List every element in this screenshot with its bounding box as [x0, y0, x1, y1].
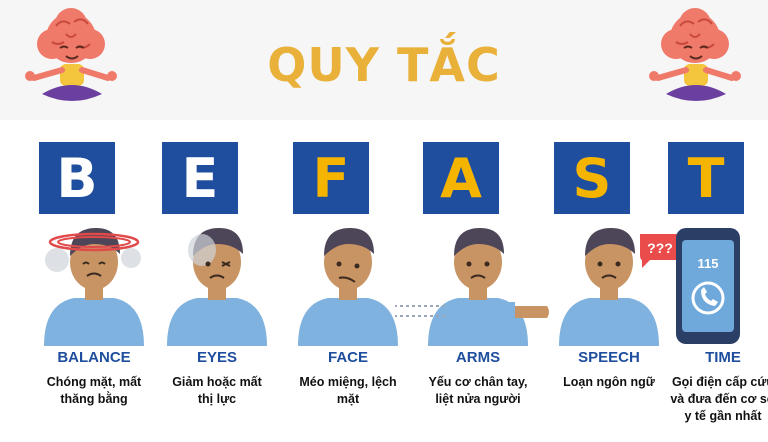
header-band: [0, 0, 768, 120]
dizzy-person-icon: [44, 228, 144, 346]
step-description: Chóng mặt, mất thăng bằng: [46, 375, 142, 406]
letter-box: E: [162, 142, 238, 214]
step-description: Méo miệng, lệch mặt: [299, 375, 397, 406]
step-description: Loạn ngôn ngữ: [563, 375, 655, 389]
speech-bubble: ???: [647, 240, 673, 256]
step-description: Yếu cơ chân tay, liệt nửa người: [428, 375, 528, 406]
step-label: ARMS: [455, 349, 501, 366]
blurred-vision-person-icon: [167, 228, 267, 346]
meditating-brain-icon: [25, 8, 117, 101]
letter-box: B: [39, 142, 115, 214]
phone-number: 115: [698, 256, 719, 271]
letter-box: A: [423, 142, 499, 214]
drooping-face-person-icon: [298, 228, 398, 346]
step-label: BALANCE: [57, 349, 131, 366]
weak-arm-person-icon: [395, 228, 549, 346]
confused-speech-person-icon: ???: [559, 228, 684, 346]
letter-box: S: [554, 142, 630, 214]
step-label: FACE: [327, 349, 368, 366]
page-title: QUY TẮC: [267, 38, 501, 92]
step-label: SPEECH: [578, 349, 640, 366]
step-label: EYES: [196, 349, 238, 366]
letter-box: F: [293, 142, 369, 214]
step-description: Gọi điện cấp cứu và đưa đến cơ sở y tế gần…: [670, 375, 768, 423]
meditating-brain-icon: [649, 8, 741, 101]
step-description: Giảm hoặc mất thị lực: [172, 375, 262, 406]
step-label: TIME: [705, 349, 741, 366]
letter-box: T: [668, 142, 744, 214]
phone-call-icon: 115: [676, 228, 740, 344]
